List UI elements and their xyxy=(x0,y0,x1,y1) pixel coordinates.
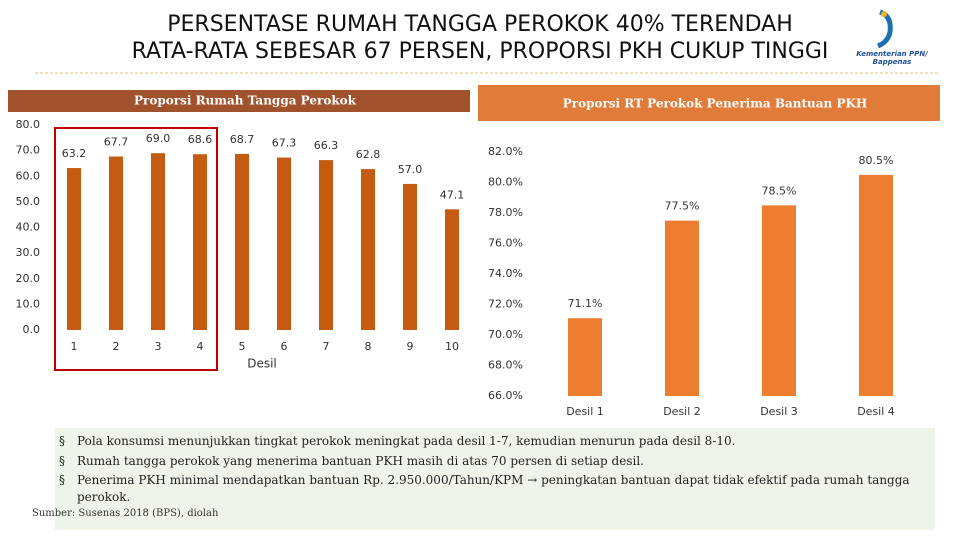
bar xyxy=(319,160,333,330)
chart-title: Proporsi RT Perokok Penerima Bantuan PKH xyxy=(563,97,868,111)
y-tick-label: 82.0% xyxy=(488,145,523,158)
x-tick-label: Desil 4 xyxy=(857,405,895,418)
x-tick-label: 7 xyxy=(323,340,330,353)
value-label: 67.7 xyxy=(104,136,129,149)
value-label: 63.2 xyxy=(62,147,87,160)
x-tick-label: 6 xyxy=(281,340,288,353)
value-label: 77.5% xyxy=(665,200,700,213)
note: Rumah tangga perokok yang menerima bantu… xyxy=(59,453,927,470)
chart-banner xyxy=(8,90,470,112)
value-label: 66.3 xyxy=(314,139,339,152)
logo-mark xyxy=(876,9,893,49)
y-tick-label: 50.0 xyxy=(16,195,41,208)
bar xyxy=(109,156,123,330)
bar xyxy=(665,220,699,396)
note: Penerima PKH minimal mendapatkan bantuan… xyxy=(59,472,927,506)
x-tick-label: 2 xyxy=(113,340,120,353)
source: Sumber: Susenas 2018 (BPS), diolah xyxy=(32,508,219,519)
y-tick-label: 10.0 xyxy=(16,297,41,310)
bar xyxy=(235,153,249,330)
x-tick-label: 3 xyxy=(155,340,162,353)
notes-box: Pola konsumsi menunjukkan tingkat peroko… xyxy=(55,428,935,530)
y-tick-label: 70.0 xyxy=(16,144,41,157)
bar xyxy=(445,209,459,330)
x-tick-label: 10 xyxy=(445,340,459,353)
y-tick-label: 60.0 xyxy=(16,169,41,182)
y-tick-label: 66.0% xyxy=(488,389,523,402)
y-tick-label: 40.0 xyxy=(16,221,41,234)
title-line: PERSENTASE RUMAH TANGGA PEROKOK 40% TERE… xyxy=(167,12,793,37)
bar xyxy=(277,157,291,330)
bar xyxy=(403,183,417,330)
value-label: 78.5% xyxy=(762,184,797,197)
chart-title: Proporsi Rumah Tangga Perokok xyxy=(134,94,357,108)
bar xyxy=(193,154,207,330)
bar xyxy=(568,318,602,396)
y-tick-label: 70.0% xyxy=(488,328,523,341)
value-label: 57.0 xyxy=(398,163,423,176)
x-tick-label: 5 xyxy=(239,340,246,353)
highlight-box xyxy=(54,127,218,371)
chart-banner xyxy=(478,85,940,121)
value-label: 62.8 xyxy=(356,148,381,161)
x-tick-label: 1 xyxy=(71,340,78,353)
y-tick-label: 78.0% xyxy=(488,206,523,219)
value-label: 80.5% xyxy=(859,154,894,167)
x-tick-label: 4 xyxy=(197,340,204,353)
value-label: 67.3 xyxy=(272,137,297,150)
y-tick-label: 30.0 xyxy=(16,246,41,259)
y-tick-label: 72.0% xyxy=(488,298,523,311)
value-label: 47.1 xyxy=(440,188,465,201)
y-tick-label: 0.0 xyxy=(23,323,41,336)
value-label: 71.1% xyxy=(568,297,603,310)
bar xyxy=(67,168,81,330)
note: Pola konsumsi menunjukkan tingkat peroko… xyxy=(59,433,927,450)
bar xyxy=(762,205,796,396)
logo-dot xyxy=(881,11,887,17)
x-tick-label: Desil 3 xyxy=(760,405,798,418)
x-tick-label: Desil 2 xyxy=(663,405,701,418)
x-tick-label: Desil 1 xyxy=(566,405,604,418)
x-axis-label: Desil xyxy=(247,357,277,371)
y-tick-label: 76.0% xyxy=(488,237,523,250)
value-label: 68.6 xyxy=(188,133,213,146)
y-tick-label: 20.0 xyxy=(16,272,41,285)
y-tick-label: 74.0% xyxy=(488,267,523,280)
bar xyxy=(361,169,375,330)
x-tick-label: 8 xyxy=(365,340,372,353)
value-label: 69.0 xyxy=(146,132,171,145)
y-tick-label: 80.0 xyxy=(16,118,41,131)
bar xyxy=(151,153,165,330)
logo-text: Bappenas xyxy=(873,58,912,66)
logo-text: Kementerian PPN/ xyxy=(856,50,929,58)
x-tick-label: 9 xyxy=(407,340,414,353)
title-line: RATA-RATA SEBESAR 67 PERSEN, PROPORSI PK… xyxy=(132,39,829,64)
y-tick-label: 68.0% xyxy=(488,359,523,372)
y-tick-label: 80.0% xyxy=(488,176,523,189)
value-label: 68.7 xyxy=(230,133,255,146)
bar xyxy=(859,174,893,396)
